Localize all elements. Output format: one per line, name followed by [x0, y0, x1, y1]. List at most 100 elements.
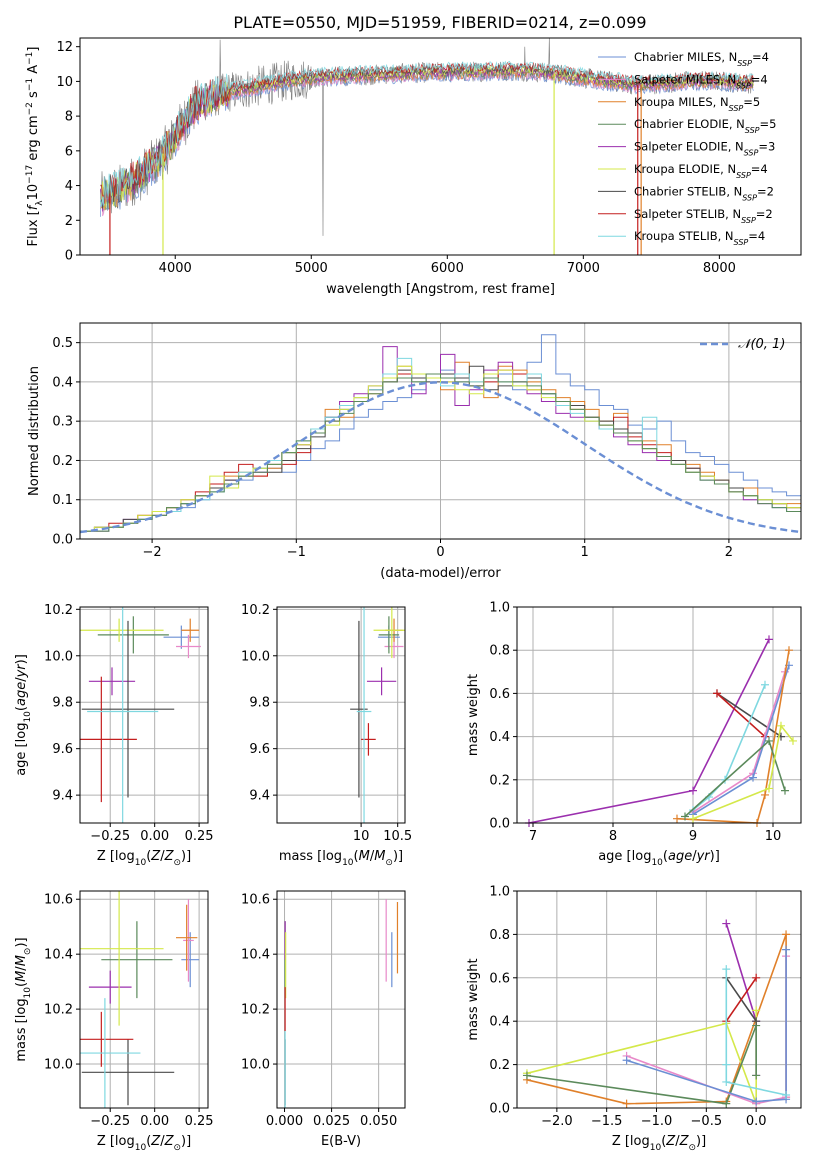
- x-axis-label: Z [log10(Z/Z⊙)]: [97, 1134, 191, 1153]
- weight-line-salpeter-elodie: [528, 639, 770, 823]
- label-part: yr: [696, 849, 712, 864]
- label-part: /: [160, 849, 165, 864]
- weight-marker-salpeter-elodie: [689, 786, 697, 795]
- label-part: f: [26, 203, 41, 210]
- x-tick-label: 0.00: [140, 829, 169, 844]
- legend-label-kroupa-stelib: Kroupa STELIB, NSSP=4: [634, 229, 765, 247]
- label-part: −2: [25, 102, 35, 115]
- weight-marker-kroupa-elodie: [777, 721, 785, 730]
- x-axis-label: E(B-V): [321, 1134, 361, 1149]
- axes-frame: [276, 606, 406, 824]
- histogram-kroupa-miles: [80, 361, 801, 539]
- label-part: )]: [710, 849, 720, 864]
- y-tick-label: 10: [56, 75, 73, 90]
- y-tick-label: 0.0: [52, 533, 73, 548]
- axes-frame: [79, 606, 209, 824]
- label-part: (: [146, 849, 151, 864]
- weight-marker-salpeter-elodie: [765, 635, 773, 644]
- label-part: Z [log: [97, 849, 135, 864]
- label-part: Z: [164, 1134, 175, 1149]
- histogram-chabrier-stelib: [80, 365, 801, 539]
- y-tick-label: 10.2: [241, 1003, 270, 1018]
- legend-text: Chabrier STELIB, N: [634, 184, 742, 198]
- y-tick-label: 0.6: [489, 687, 510, 702]
- legend-label-salpeter-stelib: Salpeter STELIB, NSSP=2: [634, 207, 773, 225]
- weight-marker-kroupa-miles: [673, 814, 681, 823]
- legend-label-salpeter-miles: Salpeter MILES, NSSP=4: [634, 72, 768, 90]
- label-part: Z: [150, 849, 161, 864]
- axes-frame: [79, 37, 802, 256]
- x-tick-label: 7000: [567, 261, 600, 276]
- label-part: )]: [14, 654, 29, 664]
- label-part: ⊙: [688, 1143, 696, 1153]
- x-tick-label: −2: [143, 545, 162, 560]
- legend-text: Kroupa MILES, N: [634, 95, 729, 109]
- label-part: Z: [679, 1134, 690, 1149]
- ebv-vs-mass-plot: 0.000 0.025 0.050 10.0 10.2 10.4 10.6 E(B-V): [241, 890, 406, 1149]
- legend-tail: =4: [751, 162, 768, 176]
- label-part: mass [log: [14, 998, 29, 1061]
- legend-subscript: SSP: [742, 193, 757, 202]
- legend-subscript: SSP: [729, 103, 744, 112]
- normal-curve: [80, 381, 801, 534]
- y-tick-label: 1.0: [489, 885, 510, 900]
- weight-marker-chabrier-elodie: [752, 1071, 761, 1080]
- weight-line-salpeter-stelib: [716, 692, 766, 738]
- x-tick-label: −0.25: [90, 1114, 130, 1129]
- x-axis-label: Z [log10(Z/Z⊙)]: [612, 1134, 706, 1153]
- weight-marker-kroupa-stelib: [722, 1060, 731, 1069]
- y-tick-label: 10.2: [44, 1003, 73, 1018]
- legend-subscript: SSP: [745, 126, 760, 135]
- legend-tail: =5: [760, 117, 777, 131]
- y-tick-label: 4: [65, 179, 73, 194]
- residual-histogram: −2 −1 0 1 2 0.0 0.1 0.2 0.3 0.4 0.5 𝒩(0, 1) (data-mo…: [27, 322, 802, 581]
- weight-line-salpeter-stelib: [725, 977, 757, 1022]
- axes-frame: [276, 890, 406, 1109]
- label-part: )]: [181, 1134, 191, 1149]
- label-part: (: [14, 706, 29, 711]
- y-axis-label: Flux [fλ10−17 erg cm−2 s−1 A−1]: [25, 47, 45, 247]
- weight-marker-chabrier-elodie: [522, 1071, 531, 1080]
- label-part: )]: [14, 937, 29, 947]
- legend-text: Salpeter STELIB, N: [634, 207, 741, 221]
- x-axis-label: wavelength [Angstrom, rest frame]: [326, 282, 555, 297]
- legend-label-kroupa-miles: Kroupa MILES, NSSP=5: [634, 95, 760, 113]
- legend-text: Salpeter MILES, N: [634, 72, 736, 86]
- x-tick-label: 2: [725, 545, 733, 560]
- label-part: Z [log: [97, 1134, 135, 1149]
- x-tick-label: 0.25: [185, 1114, 214, 1129]
- weight-line-salpeter-miles: [692, 671, 786, 813]
- weight-marker-chabrier-elodie: [765, 736, 773, 745]
- y-tick-label: 0.2: [489, 1058, 510, 1073]
- y-axis-label: mass weight: [466, 674, 481, 756]
- y-tick-label: 0.0: [489, 1102, 510, 1117]
- histogram-kroupa-stelib: [80, 357, 801, 539]
- y-tick-label: 9.4: [52, 789, 73, 804]
- label-part: 10: [135, 1143, 147, 1153]
- label-part: 10: [23, 711, 33, 723]
- legend-label-chabrier-elodie: Chabrier ELODIE, NSSP=5: [634, 117, 776, 135]
- histogram-salpeter-stelib: [80, 369, 801, 539]
- weight-marker-chabrier-miles: [782, 945, 791, 954]
- y-tick-label: 2: [65, 214, 73, 229]
- y-axis-label: age [log10(age/yr)]: [14, 654, 33, 776]
- label-part: −17: [25, 165, 35, 184]
- y-tick-label: 0.4: [52, 375, 73, 390]
- y-tick-label: 0.8: [489, 928, 510, 943]
- label-part: )]: [181, 849, 191, 864]
- weight-line-chabrier-miles: [626, 949, 787, 1103]
- axes-frame: [79, 890, 209, 1109]
- weight-marker-kroupa-stelib: [722, 965, 731, 974]
- histogram-salpeter-elodie: [80, 346, 801, 539]
- y-tick-label: 0.2: [52, 454, 73, 469]
- x-tick-label: 0.050: [360, 1114, 397, 1129]
- y-tick-label: 6: [65, 144, 73, 159]
- legend-subscript: SSP: [744, 148, 759, 157]
- y-tick-label: 0.6: [489, 971, 510, 986]
- y-tick-label: 10.2: [44, 603, 73, 618]
- x-tick-label: 0.000: [266, 1114, 303, 1129]
- weight-marker-kroupa-elodie: [765, 784, 773, 793]
- label-part: /: [675, 1134, 680, 1149]
- label-part: Flux [: [26, 210, 41, 246]
